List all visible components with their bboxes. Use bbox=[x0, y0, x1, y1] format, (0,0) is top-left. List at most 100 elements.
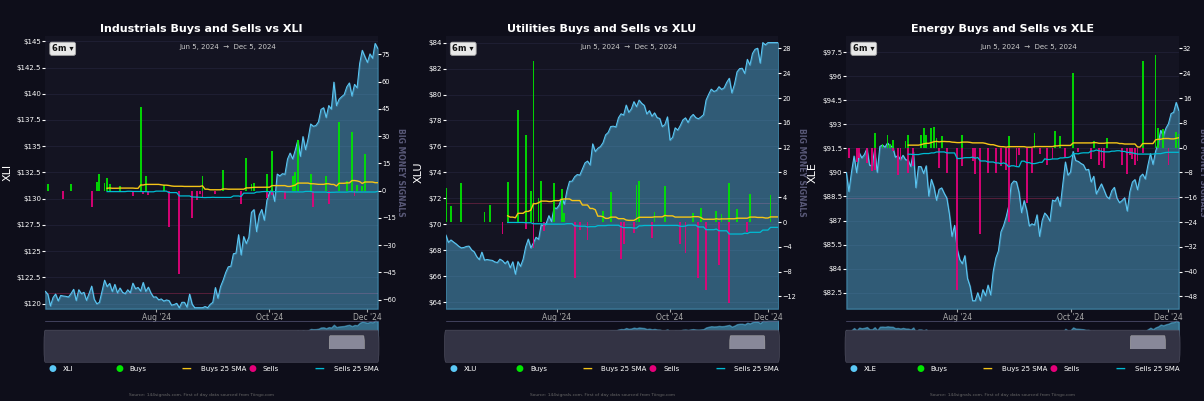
Bar bbox=[132, 190, 134, 196]
Bar bbox=[1129, 148, 1131, 155]
FancyBboxPatch shape bbox=[444, 330, 779, 362]
Text: Industrials Buys and Sells vs XLI: Industrials Buys and Sells vs XLI bbox=[100, 24, 302, 34]
Bar bbox=[532, 61, 535, 222]
Bar bbox=[1026, 148, 1028, 203]
Text: Sells 25 SMA: Sells 25 SMA bbox=[734, 366, 779, 372]
Bar bbox=[99, 174, 100, 190]
Text: Source: 144signals.com. First of day data sourced from Tiingo.com: Source: 144signals.com. First of day dat… bbox=[530, 393, 674, 397]
Bar bbox=[972, 148, 974, 161]
Bar bbox=[995, 148, 997, 173]
Bar bbox=[201, 190, 203, 197]
Bar bbox=[1078, 148, 1079, 152]
Bar bbox=[271, 151, 273, 190]
Bar bbox=[70, 184, 72, 190]
Bar bbox=[1100, 148, 1103, 161]
Text: Source: 144signals.com. First of day data sourced from Tiingo.com: Source: 144signals.com. First of day dat… bbox=[129, 393, 275, 397]
Bar bbox=[144, 176, 147, 190]
Bar bbox=[163, 184, 165, 190]
Text: ●: ● bbox=[1049, 365, 1057, 373]
Bar bbox=[119, 186, 120, 190]
FancyBboxPatch shape bbox=[45, 330, 379, 362]
Text: Source: 144signals.com. First of day data sourced from Tiingo.com: Source: 144signals.com. First of day dat… bbox=[929, 393, 1075, 397]
Text: Sells: Sells bbox=[663, 366, 679, 372]
Text: ●: ● bbox=[850, 365, 857, 373]
Text: Buys 25 SMA: Buys 25 SMA bbox=[1002, 366, 1047, 372]
Bar bbox=[563, 213, 565, 222]
Text: Jun 5, 2024  →  Dec 5, 2024: Jun 5, 2024 → Dec 5, 2024 bbox=[981, 44, 1078, 50]
Bar bbox=[502, 222, 503, 234]
Bar bbox=[1039, 148, 1040, 154]
Bar bbox=[892, 140, 893, 148]
Bar bbox=[354, 190, 355, 196]
Bar bbox=[266, 174, 267, 190]
Bar bbox=[718, 222, 720, 265]
Bar bbox=[196, 190, 199, 200]
Text: —: — bbox=[982, 364, 992, 374]
Y-axis label: XLU: XLU bbox=[414, 162, 424, 183]
Bar bbox=[291, 176, 294, 190]
Bar bbox=[1168, 148, 1169, 165]
Bar bbox=[920, 135, 922, 148]
Text: 6m ▾: 6m ▾ bbox=[852, 44, 874, 53]
Bar bbox=[525, 222, 526, 229]
Bar bbox=[214, 190, 217, 194]
Bar bbox=[946, 148, 948, 173]
Bar bbox=[979, 148, 981, 235]
Bar bbox=[507, 182, 508, 222]
Bar bbox=[931, 128, 932, 148]
Bar bbox=[1019, 148, 1020, 155]
Bar bbox=[517, 110, 519, 222]
Text: Utilities Buys and Sells vs XLU: Utilities Buys and Sells vs XLU bbox=[507, 24, 697, 34]
Bar bbox=[769, 195, 772, 222]
Bar bbox=[294, 172, 296, 190]
Text: —: — bbox=[715, 364, 725, 374]
Bar bbox=[346, 181, 348, 190]
Text: Buys 25 SMA: Buys 25 SMA bbox=[601, 366, 647, 372]
Text: XLE: XLE bbox=[864, 366, 877, 372]
Bar bbox=[364, 154, 366, 190]
Text: ●: ● bbox=[116, 365, 123, 373]
Text: Buys 25 SMA: Buys 25 SMA bbox=[201, 366, 246, 372]
Bar bbox=[866, 148, 868, 163]
Bar bbox=[561, 189, 562, 222]
Bar bbox=[1046, 148, 1049, 165]
Text: Jun 5, 2024  →  Dec 5, 2024: Jun 5, 2024 → Dec 5, 2024 bbox=[179, 44, 277, 50]
Bar bbox=[890, 144, 891, 148]
FancyBboxPatch shape bbox=[845, 330, 1180, 362]
Bar bbox=[108, 184, 111, 190]
Bar bbox=[1064, 148, 1067, 157]
Bar bbox=[460, 183, 462, 222]
FancyBboxPatch shape bbox=[329, 336, 365, 356]
Bar bbox=[848, 148, 850, 158]
Bar bbox=[250, 184, 253, 190]
Bar bbox=[1132, 148, 1133, 159]
Bar bbox=[201, 176, 203, 190]
Text: ●: ● bbox=[48, 365, 57, 373]
Bar bbox=[525, 135, 526, 222]
Bar bbox=[1141, 148, 1144, 153]
Bar bbox=[1093, 141, 1094, 148]
Bar bbox=[1098, 148, 1099, 165]
Bar bbox=[933, 127, 934, 148]
Bar bbox=[938, 148, 940, 168]
Bar bbox=[908, 148, 909, 173]
Bar bbox=[445, 188, 447, 222]
Bar bbox=[1137, 148, 1139, 161]
Bar bbox=[1060, 136, 1061, 148]
Text: Buys: Buys bbox=[931, 366, 948, 372]
Bar bbox=[96, 182, 98, 190]
Bar bbox=[706, 222, 707, 290]
Bar bbox=[271, 190, 273, 195]
Text: Jun 5, 2024  →  Dec 5, 2024: Jun 5, 2024 → Dec 5, 2024 bbox=[580, 44, 677, 50]
Bar bbox=[530, 191, 532, 222]
Bar bbox=[90, 190, 93, 207]
Text: BIG MONEY SIGNALS: BIG MONEY SIGNALS bbox=[797, 128, 805, 217]
Bar bbox=[541, 181, 542, 222]
Bar bbox=[1162, 129, 1164, 148]
Y-axis label: XLI: XLI bbox=[2, 164, 12, 181]
Bar bbox=[106, 178, 108, 190]
Bar bbox=[692, 213, 694, 222]
Bar bbox=[622, 222, 625, 244]
Text: Buys: Buys bbox=[130, 366, 147, 372]
FancyBboxPatch shape bbox=[1131, 336, 1165, 356]
